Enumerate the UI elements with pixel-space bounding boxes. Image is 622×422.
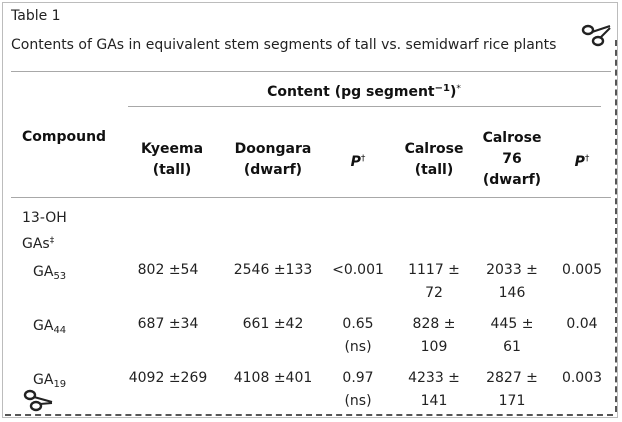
col-header-calrose: Calrose (tall): [404, 141, 464, 178]
cell-p2: 0.005: [561, 262, 603, 278]
cell-p2: 0.04: [566, 316, 598, 332]
compound-name: GA53: [33, 264, 67, 282]
group-label: 13-OH GAs‡: [22, 210, 67, 252]
cell-p1: <0.001: [332, 262, 384, 278]
col-header-doongara: Doongara (dwarf): [234, 141, 312, 178]
compound-name: GA44: [33, 318, 67, 336]
cell-calrose76: 2033 ±146: [486, 262, 538, 301]
col-header-calrose76: Calrose 76 (dwarf): [482, 130, 542, 188]
cell-p1: 0.97 (ns): [342, 370, 374, 409]
cell-p2: 0.003: [561, 370, 603, 386]
cell-kyeema: 4092 ±269: [128, 370, 208, 386]
cell-calrose: 828 ±109: [412, 316, 456, 355]
col-header-compound: Compound: [22, 129, 107, 145]
cell-calrose76: 445 ±61: [490, 316, 534, 355]
cell-kyeema: 802 ±54: [137, 262, 199, 278]
cell-calrose: 1117 ±72: [408, 262, 460, 301]
table-frame: [2, 2, 618, 418]
divider: [11, 197, 611, 198]
cell-p1: 0.65 (ns): [342, 316, 374, 355]
col-header-kyeema: Kyeema (tall): [140, 141, 204, 178]
scissors-icon: [23, 389, 53, 412]
table-label: Table 1: [11, 8, 61, 24]
divider: [128, 106, 601, 107]
table-caption: Contents of GAs in equivalent stem segme…: [11, 37, 557, 53]
cell-calrose: 4233 ±141: [408, 370, 460, 409]
divider: [11, 71, 611, 72]
cell-kyeema: 687 ±34: [137, 316, 199, 332]
content-header: Content (pg segment−1)*: [267, 83, 461, 100]
cell-doongara: 4108 ±401: [233, 370, 313, 386]
scissors-icon: [581, 24, 611, 47]
cell-doongara: 661 ±42: [242, 316, 304, 332]
col-header-p: P†: [574, 154, 590, 170]
compound-name: GA19: [33, 372, 67, 390]
cell-doongara: 2546 ±133: [233, 262, 313, 278]
clip-edge-right: [615, 40, 617, 412]
cell-calrose76: 2827 ±171: [486, 370, 538, 409]
clip-edge-bottom: [5, 414, 613, 416]
col-header-p: P†: [350, 154, 366, 170]
